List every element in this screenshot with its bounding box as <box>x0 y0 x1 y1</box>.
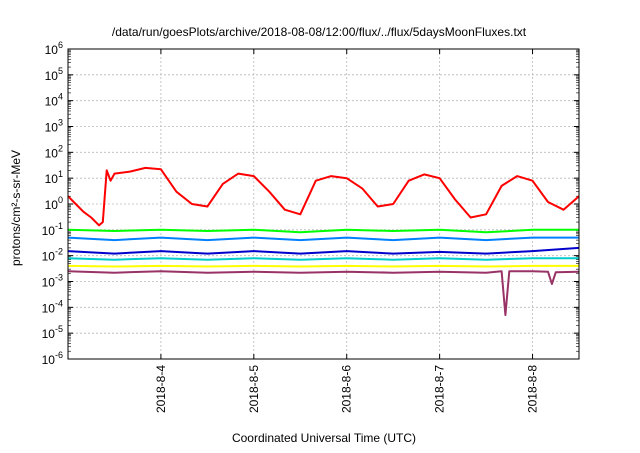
y-tick-exponent: -3 <box>55 273 63 283</box>
chart-title: /data/run/goesPlots/archive/2018-08-08/1… <box>112 25 527 39</box>
y-tick-base: 10 <box>45 95 59 109</box>
y-tick-base: 10 <box>42 301 56 315</box>
x-tick-label: 2018-8-7 <box>433 365 447 413</box>
plot-frame <box>67 48 580 360</box>
y-tick-label: 105 <box>45 66 63 83</box>
y-tick-exponent: -6 <box>55 350 63 360</box>
y-tick-base: 10 <box>45 121 59 135</box>
x-tick-label: 2018-8-5 <box>247 365 261 413</box>
y-tick-label: 101 <box>45 169 63 186</box>
y-tick-exponent: -4 <box>55 298 63 308</box>
y-tick-base: 10 <box>45 172 59 186</box>
y-tick-label: 10-6 <box>42 350 63 367</box>
y-tick-base: 10 <box>42 327 56 341</box>
y-tick-exponent: -5 <box>55 324 63 334</box>
series-line-3 <box>67 236 579 242</box>
y-tick-label: 10-4 <box>42 298 63 315</box>
y-tick-label: 10-3 <box>42 273 63 290</box>
x-tick-label: 2018-8-4 <box>154 365 168 413</box>
grid-layer <box>68 49 579 359</box>
y-tick-label: 104 <box>45 92 63 109</box>
series-line-4 <box>67 246 580 255</box>
y-tick-label: 103 <box>45 118 63 135</box>
y-tick-base: 10 <box>42 353 56 367</box>
y-tick-base: 10 <box>42 224 56 238</box>
y-axis-label: protons/cm²-s-sr-MeV <box>9 150 23 266</box>
y-tick-exponent: 2 <box>58 143 63 153</box>
y-tick-base: 10 <box>45 69 59 83</box>
x-axis-label: Coordinated Universal Time (UTC) <box>232 431 416 445</box>
y-tick-label: 10-5 <box>42 324 63 341</box>
y-tick-exponent: -2 <box>55 247 63 257</box>
y-tick-exponent: -1 <box>55 221 63 231</box>
y-tick-base: 10 <box>45 198 59 212</box>
series-line-5 <box>67 257 579 261</box>
y-tick-base: 10 <box>42 250 56 264</box>
y-tick-exponent: 4 <box>58 92 63 102</box>
tick-layer: 10-610-510-410-310-210-11001011021031041… <box>42 40 579 413</box>
y-tick-label: 10-2 <box>42 247 63 264</box>
series-line-2 <box>67 228 579 234</box>
y-tick-label: 106 <box>45 40 63 57</box>
y-tick-exponent: 0 <box>58 195 63 205</box>
y-tick-label: 10-1 <box>42 221 63 238</box>
y-tick-label: 102 <box>45 143 63 160</box>
y-tick-label: 100 <box>45 195 63 212</box>
y-tick-exponent: 5 <box>58 66 63 76</box>
x-tick-label: 2018-8-6 <box>340 365 354 413</box>
y-tick-exponent: 1 <box>58 169 63 179</box>
y-tick-base: 10 <box>45 146 59 160</box>
x-tick-label: 2018-8-8 <box>526 365 540 413</box>
series-line-7 <box>67 270 580 317</box>
series-layer <box>67 166 580 317</box>
y-tick-exponent: 3 <box>58 118 63 128</box>
y-tick-base: 10 <box>42 276 56 290</box>
y-tick-exponent: 6 <box>58 40 63 50</box>
series-line-1 <box>67 166 580 227</box>
series-line-6 <box>67 264 579 268</box>
y-tick-base: 10 <box>45 43 59 57</box>
